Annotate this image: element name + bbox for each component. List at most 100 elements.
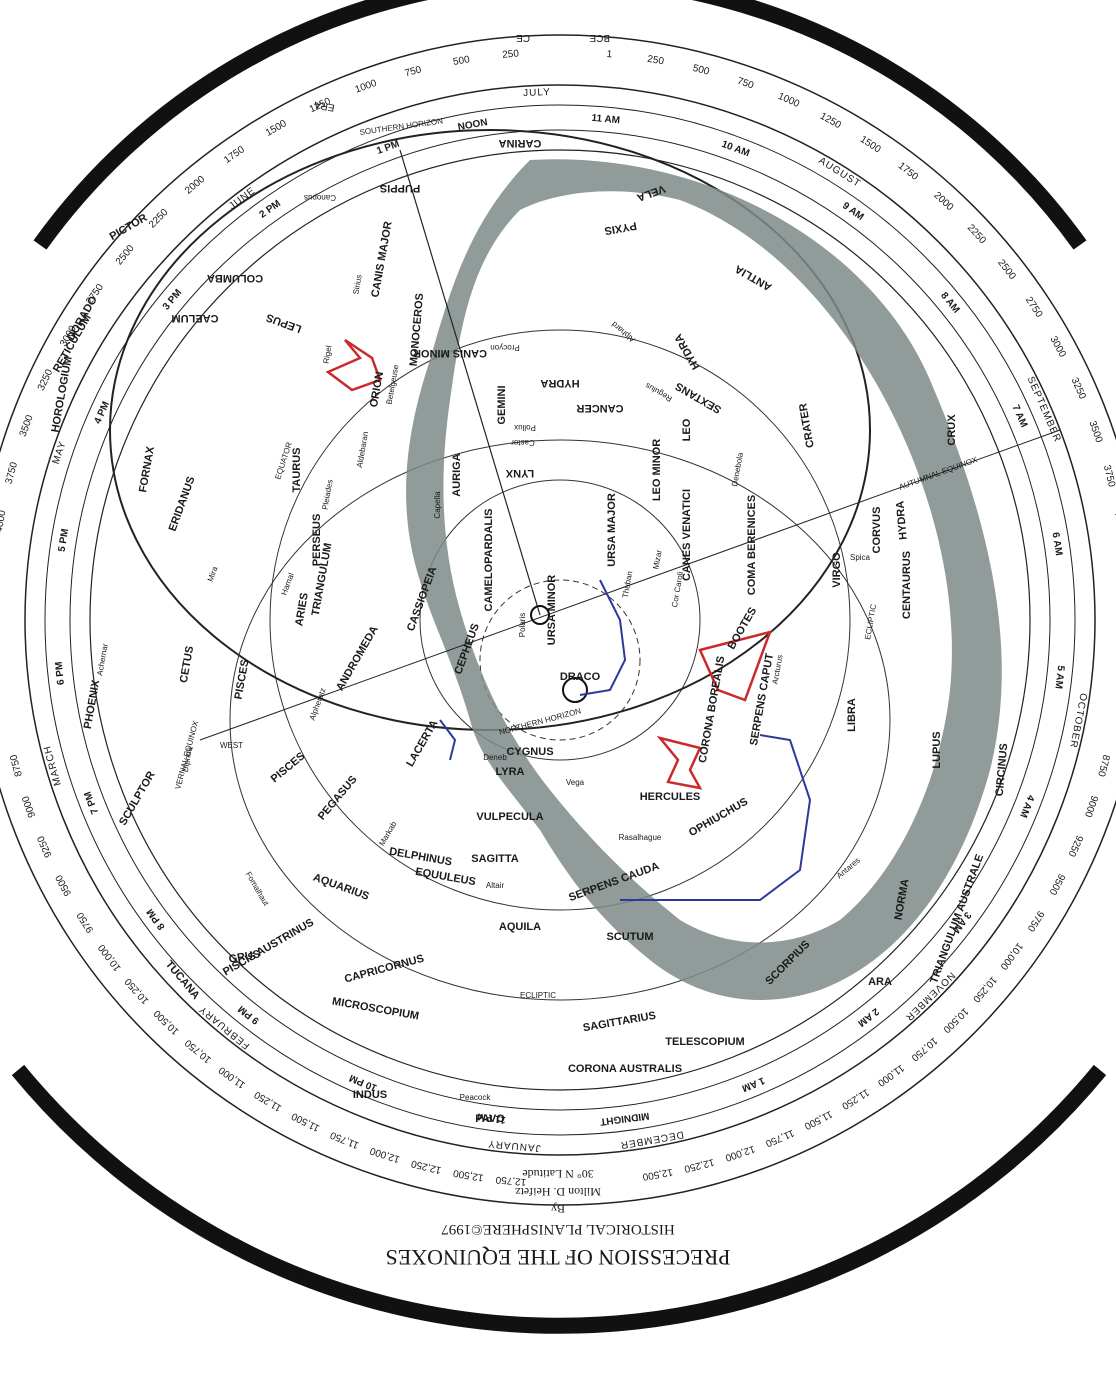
constellation-cygnus: CYGNUS [506, 746, 553, 758]
era-left-5: 10,000 [96, 942, 123, 973]
hour-23: 1 PM [375, 139, 401, 157]
era-bce-13: 3250 [1069, 376, 1088, 401]
hour-18: 6 PM [54, 661, 67, 685]
constellation-piscis-austrinus: PISCIS AUSTRINUS [221, 916, 316, 978]
era-left-12: 11,750 [328, 1129, 360, 1151]
constellation-andromeda: ANDROMEDA [334, 624, 381, 693]
era-ce-2: 750 [404, 64, 423, 79]
constellation-fornax: FORNAX [137, 445, 157, 493]
constellation-lepus: LEPUS [265, 311, 304, 335]
era-bce-2: 500 [691, 63, 710, 78]
hour-1: 11 AM [591, 113, 620, 127]
hour-10: 2 AM [855, 1005, 880, 1028]
hercules-asterism [656, 735, 703, 790]
star-alphard: Alphard [610, 320, 637, 345]
constellation-delphinus: DELPHINUS [388, 846, 453, 869]
era-left-10: 11,250 [252, 1088, 284, 1113]
era-ce-10: 2750 [84, 282, 106, 307]
era-ce-9: 2500 [114, 243, 137, 267]
star-antares: Antares [835, 856, 862, 881]
ecliptic-label-2: ECLIPTIC [863, 603, 878, 640]
era-right-15: 12,500 [641, 1166, 673, 1182]
hour-13: 11 PM [477, 1110, 507, 1125]
constellation-ursa-major: URSA MAJOR [606, 493, 618, 567]
constellation-scutum: SCUTUM [606, 931, 653, 943]
hour-4: 8 AM [938, 290, 961, 315]
ecliptic-pole-marker [562, 677, 588, 703]
month-5: JULY [523, 87, 551, 99]
era-left-3: 9500 [54, 872, 74, 897]
constellation-telescopium: TELESCOPIUM [665, 1036, 744, 1048]
era-left-11: 11,500 [290, 1110, 322, 1134]
era-right-14: 12,250 [683, 1156, 716, 1174]
star-pollux: Pollux [514, 423, 536, 432]
hour-11: 1 AM [740, 1074, 766, 1093]
star-cor-caroli: Cor Caroli [670, 571, 685, 608]
constellation-hercules: HERCULES [640, 791, 701, 803]
constellation-carina: CARINA [499, 137, 542, 149]
constellation-auriga: AURIGA [451, 453, 463, 496]
constellation-hydra2: HYDRA [672, 332, 702, 372]
equinox-line [199, 429, 1061, 741]
constellation-phoenix: PHOENIX [82, 678, 103, 729]
constellation-serpens-caput: SERPENS CAPUT [748, 652, 776, 746]
constellation-cancer: CANCER [576, 402, 623, 414]
hour-19: 5 PM [57, 528, 72, 553]
star-sirius: Sirius [351, 274, 363, 295]
star-vega: Vega [566, 778, 585, 787]
era-left-4: 9750 [75, 910, 96, 935]
constellation-columba: COLUMBA [207, 272, 263, 284]
star-polaris: Polaris [518, 613, 527, 637]
pole-marker [530, 605, 550, 625]
lacerta-blue-line [439, 719, 457, 761]
era-left-0: 8750 [8, 753, 24, 778]
title-by: By [551, 1202, 565, 1216]
era-ce-6: 1750 [222, 144, 247, 166]
constellation-sculptor: SCULPTOR [117, 769, 158, 827]
era-bce-10: 2500 [995, 258, 1018, 283]
star-fomalhaut: Fomalhaut [244, 870, 271, 908]
era-left-8: 10,750 [183, 1037, 214, 1065]
constellation-hydra: HYDRA [540, 377, 579, 389]
hour-ring [69, 129, 1051, 1111]
star-deneb: Deneb [483, 753, 507, 762]
star-field-edge [89, 149, 1031, 1091]
northern-horizon-circle [479, 579, 641, 741]
hour-15: 9 PM [236, 1003, 261, 1026]
era-right-0: 8750 [1095, 753, 1111, 778]
bce-label: BCE [589, 32, 610, 43]
star-diphda: Diphda [181, 746, 194, 773]
vernal-equinox-label: VERNAL EQUINOX [173, 719, 200, 790]
era-ce-14: 3750 [4, 461, 20, 486]
star-spica: Spica [850, 553, 871, 562]
era-right-9: 11,000 [875, 1062, 906, 1089]
constellation-aquila: AQUILA [499, 921, 541, 933]
star-denebola: Denebola [730, 451, 745, 487]
constellation-pictor: PICTOR [108, 212, 150, 243]
era-bce-3: 750 [736, 76, 756, 92]
meridian-line [399, 149, 541, 616]
star-achernar: Achernar [95, 642, 110, 676]
orion-asterism [325, 338, 382, 392]
constellation-grus: GRUS [228, 948, 261, 965]
constellation-coma-berenices: COMA BERENICES [746, 495, 758, 595]
constellation-lynx: LYNX [505, 467, 534, 479]
hour-20: 4 PM [92, 400, 112, 426]
constellation-antlia: ANTLIA [733, 262, 774, 293]
era-ce-3: 1000 [354, 78, 379, 96]
constellation-capricornus: CAPRICORNUS [343, 953, 425, 986]
constellation-equuleus: EQUULEUS [414, 866, 476, 888]
era-right-12: 11,750 [763, 1127, 795, 1149]
constellation-lyra: LYRA [496, 766, 525, 778]
constellation-aries: ARIES [293, 592, 311, 627]
star-mizar: Mizar [651, 549, 663, 570]
constellation-aquarius: AQUARIUS [311, 872, 370, 903]
era-right-13: 12,000 [723, 1143, 756, 1163]
constellation-libra: LIBRA [846, 698, 858, 732]
draco-blue-line [579, 579, 627, 696]
star-markab: Markab [377, 819, 398, 847]
constellation-draco: DRACO [560, 671, 601, 683]
star-rasalhague: Rasalhague [619, 833, 662, 842]
title-main: PRECESSION OF THE EQUINOXES [386, 1245, 731, 1270]
